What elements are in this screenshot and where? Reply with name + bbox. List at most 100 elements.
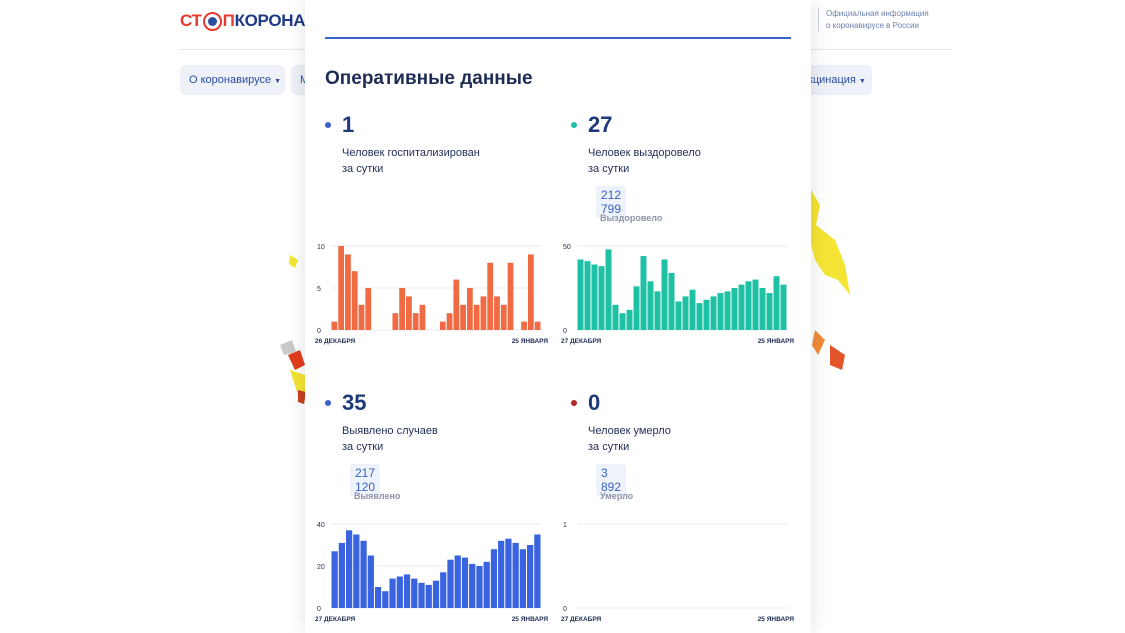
bar[interactable] — [626, 309, 633, 330]
y-tick-label: 0 — [563, 606, 567, 613]
bar[interactable] — [358, 304, 365, 330]
bar[interactable] — [591, 264, 598, 330]
bar[interactable] — [461, 557, 469, 608]
stat-dot — [571, 400, 577, 406]
official-info: Официальная информация о коронавирусе в … — [818, 8, 946, 32]
stat-total: 212 799 — [596, 186, 627, 218]
bar[interactable] — [512, 542, 519, 608]
bar[interactable] — [647, 281, 654, 330]
bar[interactable] — [406, 296, 412, 330]
bar[interactable] — [351, 271, 358, 330]
bar[interactable] — [534, 321, 541, 330]
bar[interactable] — [490, 549, 498, 608]
bar[interactable] — [766, 293, 773, 330]
bar[interactable] — [411, 578, 418, 608]
bar[interactable] — [612, 304, 619, 330]
bar[interactable] — [668, 272, 675, 330]
y-tick-label: 20 — [317, 564, 325, 571]
bar[interactable] — [418, 582, 425, 608]
bar[interactable] — [476, 566, 483, 608]
bar[interactable] — [745, 281, 752, 330]
bar[interactable] — [731, 288, 738, 330]
stat-number: 35 — [342, 390, 367, 415]
nav-about-button[interactable]: О коронавирусе ▼ — [180, 65, 285, 95]
bar[interactable] — [389, 578, 396, 608]
bar[interactable] — [633, 286, 640, 330]
bar[interactable] — [703, 299, 710, 330]
stat-description: Человек умерло за сутки — [588, 423, 671, 455]
bar[interactable] — [661, 259, 668, 330]
bar[interactable] — [440, 572, 447, 608]
bar[interactable] — [577, 259, 584, 330]
bar[interactable] — [367, 555, 374, 609]
stat-desc-line2: за сутки — [342, 163, 384, 175]
bar[interactable] — [345, 530, 353, 608]
bar[interactable] — [382, 591, 389, 608]
bar[interactable] — [432, 580, 440, 608]
bar[interactable] — [338, 246, 345, 330]
bar[interactable] — [507, 262, 514, 330]
bar[interactable] — [605, 249, 612, 330]
bar[interactable] — [598, 266, 605, 330]
bar[interactable] — [689, 289, 696, 330]
stat-desc-line2: за сутки — [342, 441, 384, 453]
bar[interactable] — [534, 534, 541, 609]
bar[interactable] — [345, 254, 351, 330]
bar[interactable] — [338, 542, 345, 608]
stat-number: 27 — [588, 112, 613, 137]
bar[interactable] — [365, 288, 372, 330]
x-start-label: 26 ДЕКАБРЯ — [315, 338, 356, 345]
bar[interactable] — [584, 261, 591, 330]
bar[interactable] — [447, 559, 454, 608]
bar[interactable] — [403, 574, 411, 608]
bar[interactable] — [682, 296, 689, 330]
bar[interactable] — [527, 545, 534, 608]
bar[interactable] — [752, 279, 759, 330]
bar[interactable] — [480, 296, 487, 330]
bar[interactable] — [773, 276, 780, 330]
bar[interactable] — [487, 262, 494, 330]
bar[interactable] — [483, 561, 490, 608]
bar[interactable] — [396, 576, 403, 609]
bar[interactable] — [710, 296, 717, 330]
bar[interactable] — [374, 587, 382, 608]
bar[interactable] — [717, 293, 724, 330]
bar[interactable] — [654, 291, 661, 330]
bar[interactable] — [780, 284, 787, 330]
bar[interactable] — [460, 304, 466, 330]
bar[interactable] — [498, 540, 505, 608]
y-tick-label: 40 — [317, 522, 325, 529]
bar[interactable] — [619, 313, 626, 330]
bar[interactable] — [696, 303, 703, 330]
bar[interactable] — [519, 549, 527, 608]
bar[interactable] — [473, 304, 480, 330]
bar[interactable] — [724, 291, 731, 330]
bar[interactable] — [360, 540, 367, 608]
bar[interactable] — [425, 584, 432, 608]
bar[interactable] — [759, 288, 766, 330]
bar[interactable] — [500, 304, 507, 330]
bar[interactable] — [521, 321, 527, 330]
bar[interactable] — [738, 284, 745, 330]
bar[interactable] — [353, 534, 360, 609]
bar[interactable] — [453, 279, 460, 330]
bar[interactable] — [399, 288, 406, 330]
bar[interactable] — [469, 563, 476, 608]
bar[interactable] — [454, 555, 461, 609]
deaths-chart: 1 0 27 ДЕКАБРЯ 25 ЯНВАРЯ — [561, 522, 794, 623]
bar[interactable] — [505, 538, 512, 608]
bar[interactable] — [466, 288, 473, 330]
bar[interactable] — [331, 321, 338, 330]
bar[interactable] — [439, 321, 446, 330]
bar[interactable] — [675, 301, 682, 330]
bar[interactable] — [494, 296, 500, 330]
bar[interactable] — [419, 304, 426, 330]
bar[interactable] — [392, 313, 399, 330]
bar[interactable] — [446, 313, 453, 330]
bar[interactable] — [331, 551, 338, 608]
bar[interactable] — [412, 313, 419, 330]
nav-vaccination-label: кцинация — [808, 74, 856, 86]
bar[interactable] — [527, 254, 534, 330]
logo-text-part2: П — [222, 11, 235, 30]
bar[interactable] — [640, 256, 647, 330]
